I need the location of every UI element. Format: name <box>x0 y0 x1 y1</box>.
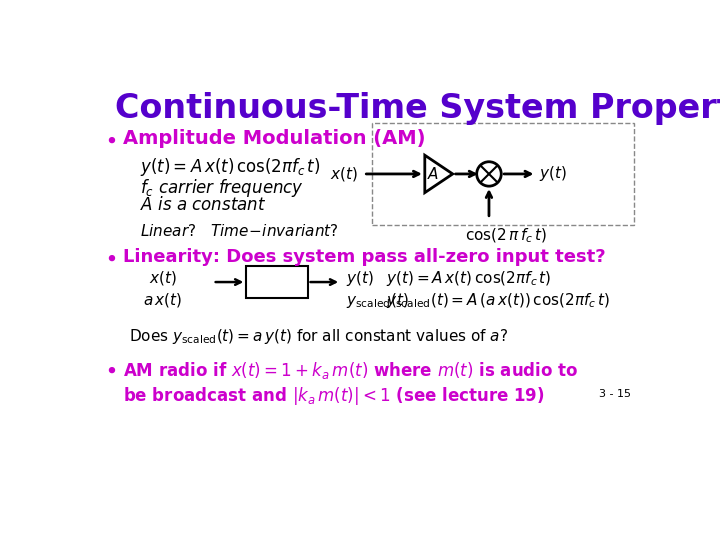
Text: $y_{\rm scaled}(t) = A\,(a\,x(t))\,\cos(2\pi f_c\,t)$: $y_{\rm scaled}(t) = A\,(a\,x(t))\,\cos(… <box>386 292 610 310</box>
Text: $A$ is a constant: $A$ is a constant <box>140 196 266 214</box>
Text: Does $y_{\rm scaled}(t) = a\,y(t)$ for all constant values of $a$?: Does $y_{\rm scaled}(t) = a\,y(t)$ for a… <box>129 327 508 346</box>
Text: Amplitude Modulation (AM): Amplitude Modulation (AM) <box>124 129 426 149</box>
Text: $\bullet$: $\bullet$ <box>104 129 116 149</box>
Text: $a\,x(t)$: $a\,x(t)$ <box>143 292 182 309</box>
Text: $f_c$ carrier frequency: $f_c$ carrier frequency <box>140 177 304 199</box>
Text: $y_{\rm scaled}(t)$: $y_{\rm scaled}(t)$ <box>346 292 408 310</box>
Text: $y(t)$: $y(t)$ <box>539 165 567 184</box>
Text: be broadcast and $|k_a\,m(t)| < 1$ (see lecture 19): be broadcast and $|k_a\,m(t)| < 1$ (see … <box>124 385 545 407</box>
Text: $x(t)$: $x(t)$ <box>330 165 358 183</box>
Text: Continuous-Time System Properties: Continuous-Time System Properties <box>115 92 720 125</box>
Text: Linearity: Does system pass all-zero input test?: Linearity: Does system pass all-zero inp… <box>124 248 606 266</box>
Bar <box>246 266 307 298</box>
Text: $A$: $A$ <box>427 166 439 182</box>
Text: $\mathit{Linear?} \quad \mathit{Time\!-\!invariant?}$: $\mathit{Linear?} \quad \mathit{Time\!-\… <box>140 223 339 239</box>
Text: $y(t) = A\,x(t)\,\cos(2\pi f_c\,t)$: $y(t) = A\,x(t)\,\cos(2\pi f_c\,t)$ <box>140 156 320 178</box>
Text: $\cos(2\,\pi\,f_c\,t)$: $\cos(2\,\pi\,f_c\,t)$ <box>464 227 546 245</box>
Text: $y(t) = A\,x(t)\,\cos(2\pi f_c\,t)$: $y(t) = A\,x(t)\,\cos(2\pi f_c\,t)$ <box>386 268 552 287</box>
Text: AM radio if $x(t) = 1 + k_a\,m(t)$ where $m(t)$ is audio to: AM radio if $x(t) = 1 + k_a\,m(t)$ where… <box>124 360 579 381</box>
Text: $\bullet$: $\bullet$ <box>104 360 116 380</box>
Text: 3 - 15: 3 - 15 <box>599 389 631 399</box>
Text: $y(t)$: $y(t)$ <box>346 268 374 287</box>
Text: $x(t)$: $x(t)$ <box>148 268 176 287</box>
Text: $\bullet$: $\bullet$ <box>104 248 116 268</box>
